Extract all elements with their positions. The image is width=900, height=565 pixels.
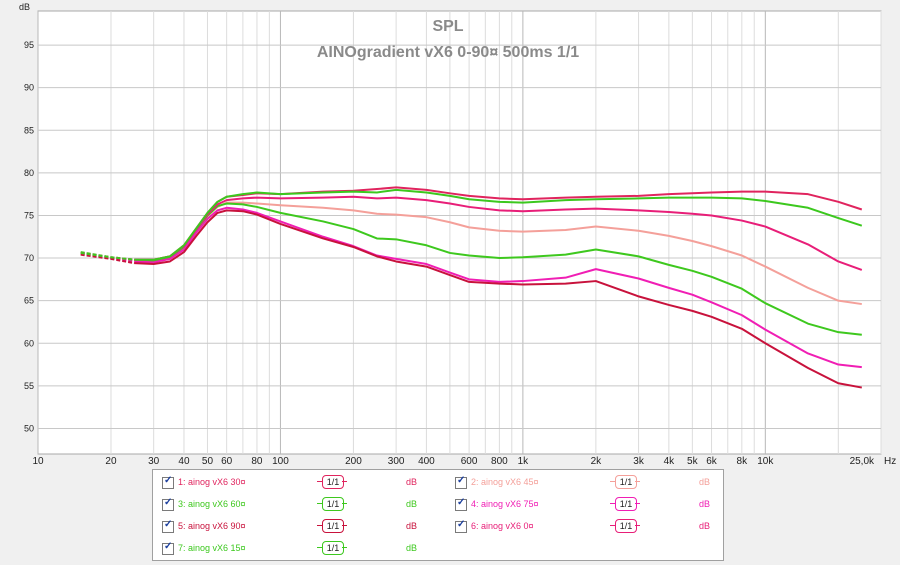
legend-unit: dB (406, 477, 418, 487)
spl-chart: 50 55 60 65 70 75 80 85 90 95 10 20 30 40 50 60 80 100 200… (19, 2, 896, 467)
legend-label: 6: ainog vX6 0¤ (471, 521, 534, 531)
legend-item[interactable]: 7: ainog vX6 15¤ 1/1 dB (162, 541, 432, 557)
smoothing-button[interactable]: 1/1 (610, 497, 640, 511)
x-tick-label: 200 (345, 456, 362, 467)
legend-label: 3: ainog vX6 60¤ (178, 499, 246, 509)
y-tick-label: 55 (24, 381, 34, 391)
legend-label: 4: ainog vX6 75¤ (471, 499, 539, 509)
x-tick-label: 600 (461, 456, 478, 467)
legend-unit: dB (699, 499, 711, 509)
x-tick-label: 400 (418, 456, 435, 467)
x-axis-unit: Hz (884, 456, 896, 467)
x-tick-label: 25,0k (850, 456, 875, 467)
smoothing-label: 1/1 (322, 475, 344, 489)
x-tick-label: 30 (148, 456, 160, 467)
chart-subtitle: AINOgradient vX6 0-90¤ 500ms 1/1 (317, 44, 579, 61)
y-tick-label: 75 (24, 210, 34, 220)
x-tick-label: 100 (272, 456, 289, 467)
legend-panel: 1: ainog vX6 30¤ 1/1 dB 2: ainog vX6 45¤ 1/1… (152, 469, 724, 561)
x-tick-label: 8k (737, 456, 749, 467)
chart-title: SPL (432, 18, 463, 35)
x-tick-label: 6k (706, 456, 718, 467)
y-tick-label: 80 (24, 168, 34, 178)
y-tick-label: 65 (24, 296, 34, 306)
legend-unit: dB (406, 521, 418, 531)
y-tick-label: 50 (24, 423, 34, 433)
smoothing-button[interactable]: 1/1 (317, 541, 347, 555)
legend-item[interactable]: 3: ainog vX6 60¤ 1/1 dB (162, 497, 432, 513)
legend-unit: dB (699, 521, 711, 531)
y-tick-label: 90 (24, 83, 34, 93)
legend-item[interactable]: 4: ainog vX6 75¤ 1/1 dB (455, 497, 725, 513)
legend-checkbox[interactable] (455, 497, 467, 511)
x-tick-label: 3k (633, 456, 645, 467)
series-line-4 (134, 206, 862, 369)
smoothing-button[interactable]: 1/1 (317, 519, 347, 533)
legend-label: 5: ainog vX6 90¤ (178, 521, 246, 531)
x-tick-label: 80 (251, 456, 263, 467)
x-tick-label: 10 (32, 456, 44, 467)
legend-item[interactable]: 1: ainog vX6 30¤ 1/1 dB (162, 475, 432, 491)
smoothing-label: 1/1 (322, 497, 344, 511)
legend-item[interactable]: 6: ainog vX6 0¤ 1/1 dB (455, 519, 725, 535)
smoothing-label: 1/1 (615, 497, 637, 511)
series-line-7 (134, 188, 863, 261)
y-tick-label: 95 (24, 40, 34, 50)
y-tick-label: 70 (24, 253, 34, 263)
x-tick-label: 50 (202, 456, 214, 467)
x-tick-label: 2k (591, 456, 603, 467)
legend-item[interactable]: 2: ainog vX6 45¤ 1/1 dB (455, 475, 725, 491)
axes: 50 55 60 65 70 75 80 85 90 95 10 20 30 40 50 60 80 100 200… (24, 40, 875, 467)
y-tick-label: 60 (24, 338, 34, 348)
legend-unit: dB (406, 499, 418, 509)
smoothing-button[interactable]: 1/1 (610, 475, 640, 489)
legend-checkbox[interactable] (162, 475, 174, 489)
x-tick-label: 40 (178, 456, 190, 467)
x-tick-label: 1k (518, 456, 530, 467)
smoothing-label: 1/1 (615, 475, 637, 489)
x-tick-label: 4k (664, 456, 676, 467)
smoothing-button[interactable]: 1/1 (610, 519, 640, 533)
series-group (80, 186, 863, 389)
legend-checkbox[interactable] (162, 497, 174, 511)
legend-item[interactable]: 5: ainog vX6 90¤ 1/1 dB (162, 519, 432, 535)
legend-checkbox[interactable] (162, 541, 174, 555)
legend-checkbox[interactable] (455, 519, 467, 533)
legend-label: 2: ainog vX6 45¤ (471, 477, 539, 487)
legend-label: 1: ainog vX6 30¤ (178, 477, 246, 487)
smoothing-label: 1/1 (322, 541, 344, 555)
series-line-lowfreq-5 (80, 253, 135, 265)
series-line-lowfreq-7 (80, 251, 135, 261)
plot-area (37, 10, 882, 455)
x-tick-label: 20 (105, 456, 117, 467)
x-tick-label: 5k (687, 456, 699, 467)
legend-unit: dB (406, 543, 418, 553)
legend-label: 7: ainog vX6 15¤ (178, 543, 246, 553)
y-axis-unit: dB (19, 2, 30, 12)
smoothing-button[interactable]: 1/1 (317, 497, 347, 511)
series-line-5 (134, 209, 862, 389)
smoothing-label: 1/1 (322, 519, 344, 533)
smoothing-label: 1/1 (615, 519, 637, 533)
x-tick-label: 300 (388, 456, 405, 467)
x-tick-label: 800 (491, 456, 508, 467)
legend-unit: dB (699, 477, 711, 487)
smoothing-button[interactable]: 1/1 (317, 475, 347, 489)
y-tick-label: 85 (24, 125, 34, 135)
x-tick-label: 10k (757, 456, 774, 467)
x-tick-label: 60 (221, 456, 233, 467)
legend-checkbox[interactable] (455, 475, 467, 489)
legend-checkbox[interactable] (162, 519, 174, 533)
